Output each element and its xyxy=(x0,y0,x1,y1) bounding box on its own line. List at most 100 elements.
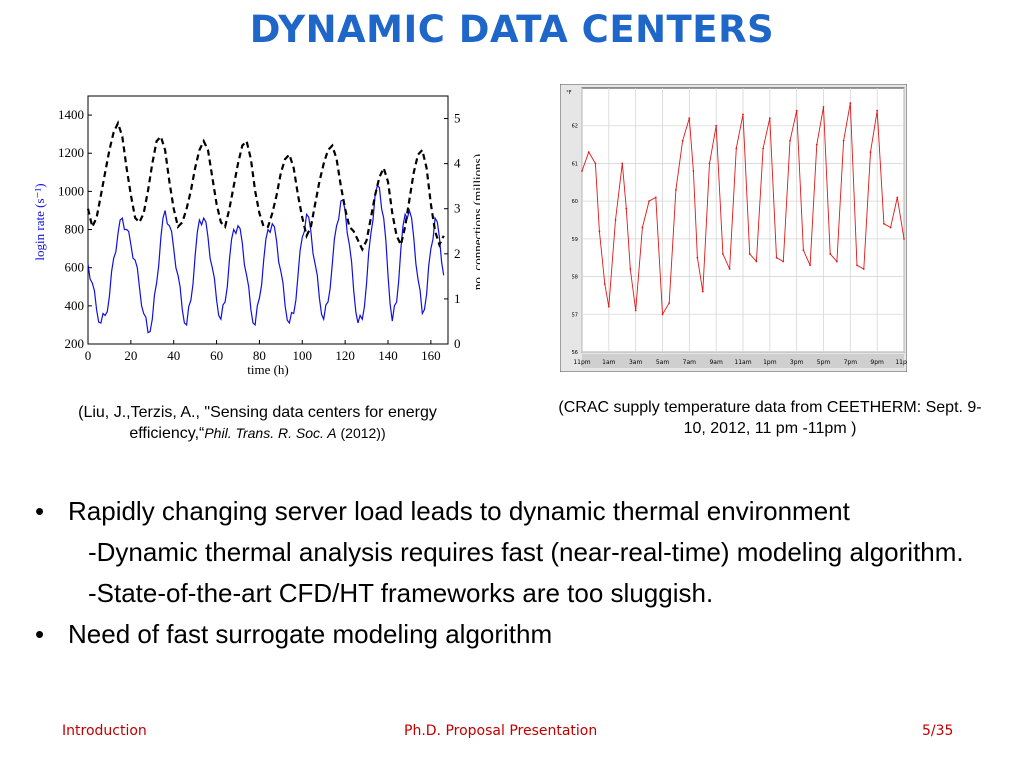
temperature-point xyxy=(728,268,731,270)
y-tick-label: 200 xyxy=(65,336,85,351)
x-tick-label: 7pm xyxy=(844,359,858,366)
bullet-item: • Rapidly changing server load leads to d… xyxy=(30,496,1020,527)
x-tick-label: 1am xyxy=(602,359,615,366)
right-chart-caption: (CRAC supply temperature data from CEETH… xyxy=(558,399,982,437)
y2-axis-label: no. connections (millions) xyxy=(470,154,480,290)
temperature-point xyxy=(869,151,872,154)
citation-year: (2012)) xyxy=(336,425,386,441)
citation-text: (Liu, J.,Terzis, A., "Sensing data cente… xyxy=(78,404,437,442)
temperature-point xyxy=(795,109,798,112)
temperature-point xyxy=(742,113,744,116)
y-tick-label: 62 xyxy=(572,124,578,130)
x-tick-label: 9am xyxy=(709,359,722,366)
journal-name: Phil. Trans. R. Soc. A xyxy=(204,425,337,441)
y2-tick-label: 2 xyxy=(454,246,461,261)
temperature-point xyxy=(896,196,899,199)
y-tick-label: 600 xyxy=(65,260,85,275)
temperature-point xyxy=(842,139,845,142)
x-tick-label: 140 xyxy=(378,348,398,363)
temperature-point xyxy=(862,268,865,270)
temperature-point xyxy=(648,200,650,203)
temperature-point xyxy=(708,162,711,165)
temperature-point xyxy=(802,249,805,252)
login-rate-line xyxy=(87,184,445,334)
y-tick-label: 56 xyxy=(572,350,578,356)
x-tick-label: 80 xyxy=(253,348,266,363)
x-tick-label: 120 xyxy=(335,348,355,363)
x-tick-label: 160 xyxy=(421,348,441,363)
temperature-point xyxy=(688,117,691,120)
temperature-point xyxy=(789,139,791,142)
x-tick-label: 5am xyxy=(656,359,669,366)
y-axis-label: login rate (s⁻¹) xyxy=(32,183,47,260)
bullet-text: Rapidly changing server load leads to dy… xyxy=(68,496,850,526)
temperature-point xyxy=(755,260,758,263)
x-tick-label: 11am xyxy=(734,359,751,366)
left-chart-caption: (Liu, J.,Terzis, A., "Sensing data cente… xyxy=(50,402,465,444)
crac-temperature-chart: 56 57 58 59 60 61 62 11pm 1am 3am 5am 7am 9am 11am 1pm… xyxy=(560,84,907,372)
temperature-point xyxy=(775,256,778,259)
y-tick-label: 800 xyxy=(65,222,85,237)
temperature-point xyxy=(762,147,765,150)
temperature-point xyxy=(607,305,610,308)
x-axis-label: time (h) xyxy=(247,362,289,377)
y-tick-label: 1200 xyxy=(58,145,84,160)
sub-point: -Dynamic thermal analysis requires fast … xyxy=(88,537,964,567)
y2-tick-label: 3 xyxy=(454,201,461,216)
temperature-point xyxy=(614,219,617,221)
temperature-point xyxy=(603,283,606,286)
temperature-point xyxy=(829,253,832,255)
y-tick-label: 400 xyxy=(65,298,85,313)
footer-section: Introduction xyxy=(62,723,147,739)
y2-tick-label: 4 xyxy=(454,156,461,171)
temperature-point xyxy=(621,162,624,165)
y-tick-label: 1400 xyxy=(58,107,84,122)
bullet-item: • Need of fast surrogate modeling algorit… xyxy=(30,619,1020,650)
x-tick-label: 60 xyxy=(210,348,223,363)
temperature-point xyxy=(768,117,771,120)
temperature-point xyxy=(654,196,657,199)
temperature-point xyxy=(849,102,852,104)
x-tick-label: 11pm xyxy=(895,359,907,366)
temperature-point xyxy=(625,207,628,210)
plot-frame xyxy=(87,95,449,345)
temperature-point xyxy=(889,226,892,229)
y2-tick-label: 5 xyxy=(454,111,461,126)
x-tick-label: 20 xyxy=(124,348,137,363)
temperature-point xyxy=(692,170,695,172)
y2-tick-label: 0 xyxy=(454,336,461,351)
temperature-point xyxy=(668,302,671,304)
temperature-point xyxy=(594,162,597,165)
temperature-point xyxy=(876,109,879,112)
temperature-point xyxy=(809,264,811,267)
page-number: 5/35 xyxy=(922,723,954,739)
slide-title: DYNAMIC DATA CENTERS xyxy=(249,8,775,51)
temperature-point xyxy=(782,260,785,263)
temperature-point xyxy=(581,170,583,172)
x-tick-label: 3pm xyxy=(790,359,804,366)
temperature-point xyxy=(701,290,704,293)
y-tick-label: 61 xyxy=(572,161,578,167)
x-tick-label: 11pm xyxy=(573,359,590,366)
x-tick-label: 3am xyxy=(629,359,642,366)
x-tick-label: 7am xyxy=(683,359,696,366)
temperature-point xyxy=(629,268,632,270)
connections-line xyxy=(86,120,445,252)
x-tick-label: 5pm xyxy=(817,359,831,366)
temperature-point xyxy=(903,237,905,240)
y-tick-label: 58 xyxy=(572,275,578,281)
temperature-point xyxy=(836,260,838,263)
temperature-point xyxy=(748,253,751,255)
temperature-point xyxy=(721,253,724,255)
temperature-point xyxy=(598,230,601,233)
x-tick-label: 100 xyxy=(293,348,313,363)
footer-title: Ph.D. Proposal Presentation xyxy=(404,723,598,739)
y-tick-label: 59 xyxy=(572,237,578,243)
temperature-point xyxy=(681,139,684,142)
x-tick-label: 1pm xyxy=(763,359,777,366)
bullet-glyph: • xyxy=(35,619,45,649)
x-tick-label: 0 xyxy=(85,348,92,363)
temperature-point xyxy=(815,143,818,146)
y-tick-label: 1000 xyxy=(58,183,84,198)
y-axis-label: °F xyxy=(566,90,572,96)
